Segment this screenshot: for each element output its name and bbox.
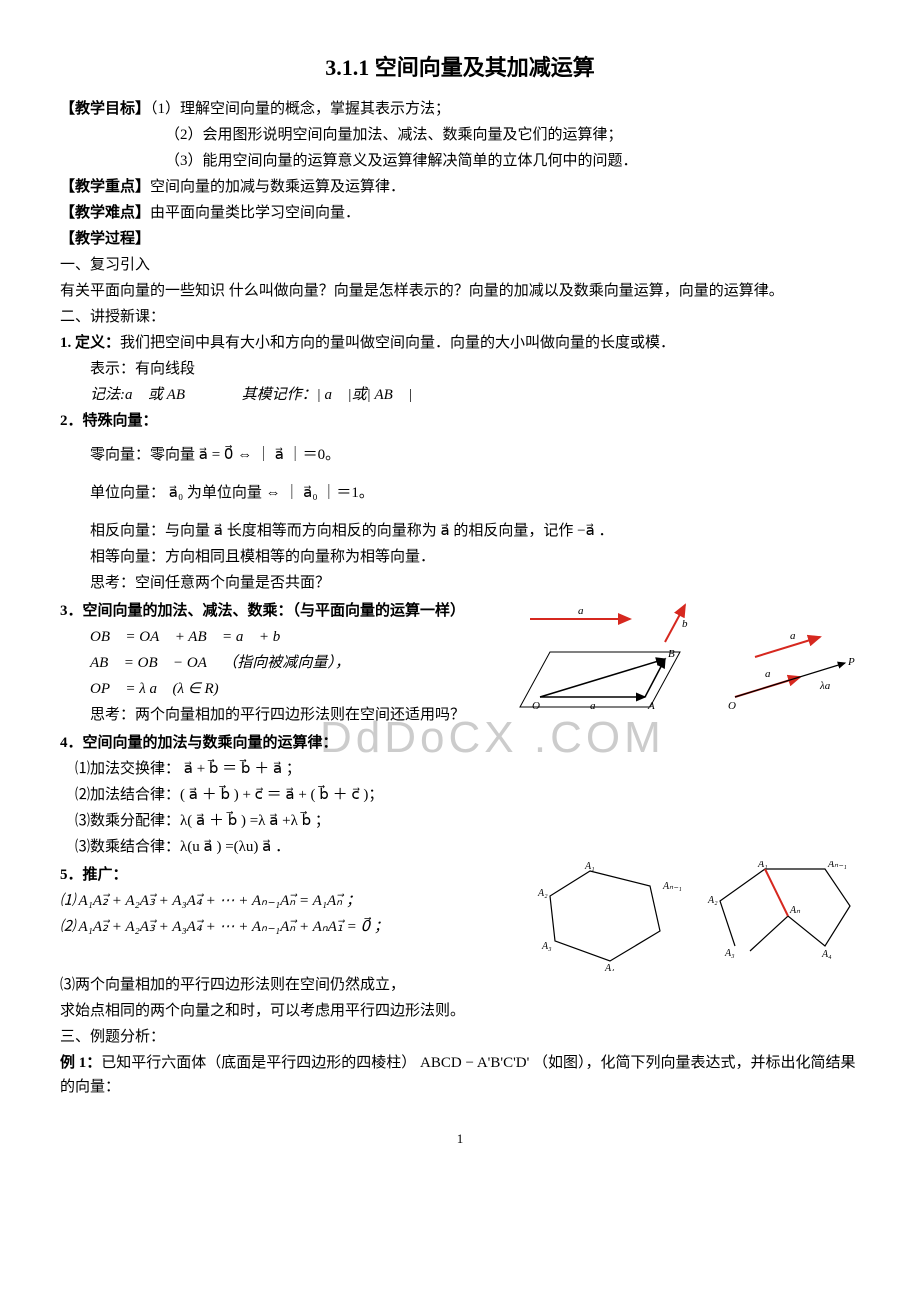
poly2-An1: Aₙ₋₁ (827, 861, 847, 870)
poly-An1: Aₙ₋₁ (662, 881, 682, 892)
section3-title: 三、例题分析： (60, 1025, 860, 1049)
item3-f1: OB⃗ = OA⃗ + AB⃗ = a⃗ + b⃗ ， (60, 625, 500, 649)
item1: 1. 定义：我们把空间中具有大小和方向的量叫做空间向量．向量的大小叫做向量的长度… (60, 331, 860, 355)
section1-body: 有关平面向量的一些知识 什么叫做向量？向量是怎样表示的？向量的加减以及数乘向量运… (60, 279, 860, 303)
item3-head: 3．空间向量的加法、减法、数乘：（与平面向量的运算一样） (60, 599, 500, 623)
label-b-top: b (682, 618, 688, 630)
item2-zero: 零向量：零向量 a⃗ = 0⃗ ⇔ ｜ a⃗ ｜＝0。 (60, 443, 860, 467)
poly-A3l: A₃ (541, 941, 552, 952)
keypoint-line: 【教学重点】空间向量的加减与数乘运算及运算律． (60, 175, 860, 199)
poly-A2: A₂ (537, 888, 548, 899)
poly2-A1: A₁ (757, 861, 768, 870)
label-a2: a (765, 668, 771, 680)
label-P: P (847, 656, 855, 668)
figure-vectors: a b O A B a O P a λa a (500, 597, 860, 727)
item1-notation: 记法:a⃗ 或 AB⃗ 其模记作：| a⃗ |或| AB⃗ | (60, 383, 860, 407)
item5-head: 5．推广： (60, 863, 530, 887)
page-number: 1 (60, 1129, 860, 1150)
item1-head: 1. 定义： (60, 335, 120, 351)
item4-4: ⑶数乘结合律：λ(u a⃗ ) =(λu) a⃗ ． (60, 835, 860, 859)
goal-3: （3）能用空间向量的运算意义及运算律解决简单的立体几何中的问题． (60, 149, 860, 173)
item1-body: 我们把空间中具有大小和方向的量叫做空间向量．向量的大小叫做向量的长度或模． (120, 335, 675, 351)
item5-3: ⑶两个向量相加的平行四边形法则在空间仍然成立， (60, 973, 860, 997)
keypoint-text: 空间向量的加减与数乘运算及运算律． (150, 179, 405, 195)
item2-think: 思考：空间任意两个向量是否共面？ (60, 571, 860, 595)
label-a-top: a (578, 605, 584, 617)
label-a-bottom: a (590, 700, 596, 712)
poly2-A4: A₄ (821, 949, 832, 960)
item2-unit: 单位向量： a⃗₀ 为单位向量 ⇔ ｜ a⃗₀ ｜＝1。 (60, 481, 860, 505)
goals-line: 【教学目标】（1）理解空间向量的概念，掌握其表示方法； (60, 97, 860, 121)
item3-f2: AB⃗ = OB⃗ − OA⃗ （指向被减向量）， (60, 651, 500, 675)
process-label: 【教学过程】 (60, 227, 860, 251)
item2-opp: 相反向量：与向量 a⃗ 长度相等而方向相反的向量称为 a⃗ 的相反向量，记作 −… (60, 519, 860, 543)
ex1-head: 例 1： (60, 1055, 101, 1071)
ex1-body: 已知平行六面体（底面是平行四边形的四棱柱） ABCD − A'B'C'D' （如… (60, 1055, 856, 1095)
poly2-An: Aₙ (789, 905, 801, 916)
item5-2: ⑵ A₁A₂⃗ + A₂A₃⃗ + A₃A₄⃗ + ⋯ + Aₙ₋₁Aₙ⃗ + … (60, 915, 530, 939)
item4-1: ⑴加法交换律： a⃗ + b⃗ ＝ b⃗ ＋ a⃗ ； (60, 757, 860, 781)
keypoint-label: 【教学重点】 (60, 179, 150, 195)
item3-think: 思考：两个向量相加的平行四边形法则在空间还适用吗？ (60, 703, 500, 727)
label-O2: O (728, 700, 736, 712)
difficulty-label: 【教学难点】 (60, 205, 150, 221)
item4-3: ⑶数乘分配律：λ( a⃗ ＋ b⃗ ) =λ a⃗ +λ b⃗ ； (60, 809, 860, 833)
item3-f3: OP⃗ = λ a⃗ (λ ∈ R) (60, 677, 500, 701)
label-O: O (532, 700, 540, 712)
poly2-A2: A₂ (707, 895, 718, 906)
difficulty-text: 由平面向量类比学习空间向量． (150, 205, 360, 221)
doc-title: 3.1.1 空间向量及其加减运算 (60, 50, 860, 85)
item4-2: ⑵加法结合律：( a⃗ ＋ b⃗ ) + c⃗ ＝ a⃗ + ( b⃗ ＋ c⃗… (60, 783, 860, 807)
label-A: A (647, 700, 655, 712)
item5-1: ⑴ A₁A₂⃗ + A₂A₃⃗ + A₃A₄⃗ + ⋯ + Aₙ₋₁Aₙ⃗ = … (60, 889, 530, 913)
goal-2: （2）会用图形说明空间向量加法、减法、数乘向量及它们的运算律； (60, 123, 860, 147)
poly-A1: A₁ (584, 861, 595, 872)
section1-title: 一、复习引入 (60, 253, 860, 277)
label-a3: a (790, 630, 796, 642)
figure-polygon: A₁ A₂ A₃ A₄ Aₙ₋₁ A₁ A₂ A₃ A₄ Aₙ Aₙ₋₁ (530, 861, 860, 971)
item5-4: 求始点相同的两个向量之和时，可以考虑用平行四边形法则。 (60, 999, 860, 1023)
item2-eq: 相等向量：方向相同且模相等的向量称为相等向量． (60, 545, 860, 569)
example1: 例 1：已知平行六面体（底面是平行四边形的四棱柱） ABCD − A'B'C'D… (60, 1051, 860, 1099)
poly-A4l: A₄ (604, 963, 615, 971)
item1-repr: 表示：有向线段 (60, 357, 860, 381)
difficulty-line: 【教学难点】由平面向量类比学习空间向量． (60, 201, 860, 225)
section2-title: 二、讲授新课： (60, 305, 860, 329)
label-lambda-a: λa (819, 680, 831, 692)
goals-label: 【教学目标】 (60, 101, 150, 117)
label-B: B (668, 648, 675, 660)
item4-head: 4．空间向量的加法与数乘向量的运算律： (60, 731, 860, 755)
poly2-A3: A₃ (724, 948, 735, 959)
goal-1: （1）理解空间向量的概念，掌握其表示方法； (150, 101, 450, 117)
item2-head: 2．特殊向量： (60, 409, 860, 433)
